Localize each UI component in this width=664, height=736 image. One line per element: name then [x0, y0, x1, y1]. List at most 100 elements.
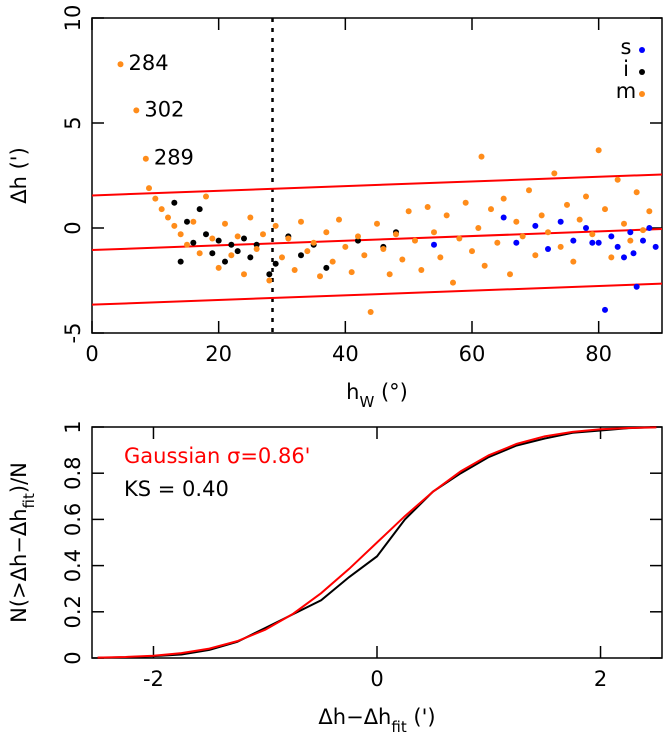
- point: [329, 258, 336, 265]
- point: [462, 199, 469, 206]
- x-tick-label: 20: [205, 342, 232, 366]
- point: [614, 176, 621, 183]
- y-tick-label: 0.2: [61, 595, 85, 628]
- point: [196, 206, 203, 213]
- plot-frame: [91, 17, 663, 334]
- y-axis-label-part: Δh ('): [7, 147, 31, 204]
- point: [557, 243, 564, 250]
- point: [576, 216, 583, 223]
- point: [545, 246, 551, 252]
- point: [469, 248, 475, 255]
- point: [627, 229, 634, 236]
- point: [323, 264, 330, 271]
- point: [158, 206, 165, 213]
- point: [266, 271, 273, 278]
- y-axis-label-part: )/N: [7, 462, 31, 493]
- point: [630, 250, 637, 257]
- point: [526, 187, 532, 194]
- point: [513, 218, 520, 225]
- point: [171, 199, 178, 206]
- point: [310, 239, 317, 246]
- point: [203, 193, 209, 200]
- point: [152, 195, 159, 202]
- point: [532, 222, 539, 229]
- x-tick-label: -2: [143, 667, 164, 691]
- point: [450, 279, 456, 286]
- point: [234, 248, 241, 255]
- point: [545, 229, 551, 236]
- point: [253, 241, 260, 248]
- point: [133, 107, 140, 114]
- point: [589, 239, 596, 246]
- point: [589, 231, 596, 238]
- point: [412, 237, 418, 244]
- point: [583, 193, 589, 200]
- point: [279, 254, 285, 261]
- point: [241, 235, 247, 242]
- point: [405, 208, 412, 215]
- point: [260, 231, 266, 238]
- annotation: 284: [129, 51, 169, 75]
- point: [488, 206, 494, 213]
- point: [380, 246, 387, 252]
- point: [621, 220, 627, 227]
- point: [336, 216, 342, 223]
- point: [355, 237, 361, 244]
- point: [228, 241, 235, 248]
- x-axis-label: hW (°): [346, 380, 408, 411]
- point: [247, 254, 254, 261]
- point: [323, 229, 330, 236]
- y-tick-label: 10: [61, 5, 85, 32]
- y-axis-label-part: N(>Δh−Δh: [7, 508, 31, 622]
- point: [640, 237, 646, 244]
- x-axis-label-part: W: [359, 393, 374, 411]
- point: [500, 214, 507, 221]
- annotation: 302: [144, 97, 184, 121]
- point: [621, 254, 627, 261]
- annotation: 289: [154, 146, 194, 170]
- y-axis-label: Δh ('): [7, 147, 31, 204]
- point: [171, 222, 178, 229]
- point: [614, 243, 621, 250]
- point: [291, 267, 298, 273]
- x-axis-label-part: Δh−Δh: [318, 705, 391, 729]
- point: [583, 225, 589, 231]
- point: [142, 155, 149, 162]
- point: [177, 231, 184, 238]
- point: [266, 277, 273, 284]
- y-tick-label: 0.6: [61, 503, 85, 536]
- y-tick-label: 1: [61, 420, 85, 433]
- point: [602, 206, 608, 213]
- x-tick-label: 80: [585, 342, 612, 366]
- x-axis-label: Δh−Δhfit ('): [318, 705, 435, 736]
- point: [317, 273, 323, 280]
- point: [475, 225, 482, 231]
- legend-label: i: [623, 57, 629, 81]
- point: [532, 252, 539, 259]
- x-tick-label: 0: [85, 342, 98, 366]
- point: [304, 248, 311, 255]
- x-axis-label-part: h: [346, 380, 359, 404]
- point: [209, 235, 216, 242]
- point: [272, 222, 279, 229]
- point: [557, 218, 564, 225]
- legend-marker: [639, 69, 645, 75]
- point: [500, 195, 507, 202]
- x-tick-label: 40: [332, 342, 359, 366]
- point: [228, 252, 235, 259]
- y-tick-label: 0.8: [61, 456, 85, 489]
- point: [146, 185, 152, 192]
- point: [595, 239, 602, 246]
- fit-line: [91, 228, 663, 252]
- point: [602, 306, 608, 313]
- point: [355, 233, 361, 240]
- point: [494, 239, 501, 246]
- point: [608, 254, 615, 261]
- point: [165, 214, 171, 221]
- point: [608, 233, 615, 240]
- point: [551, 170, 558, 177]
- cdf-line: [97, 426, 657, 659]
- point: [298, 218, 304, 225]
- x-tick-label: 2: [594, 667, 607, 691]
